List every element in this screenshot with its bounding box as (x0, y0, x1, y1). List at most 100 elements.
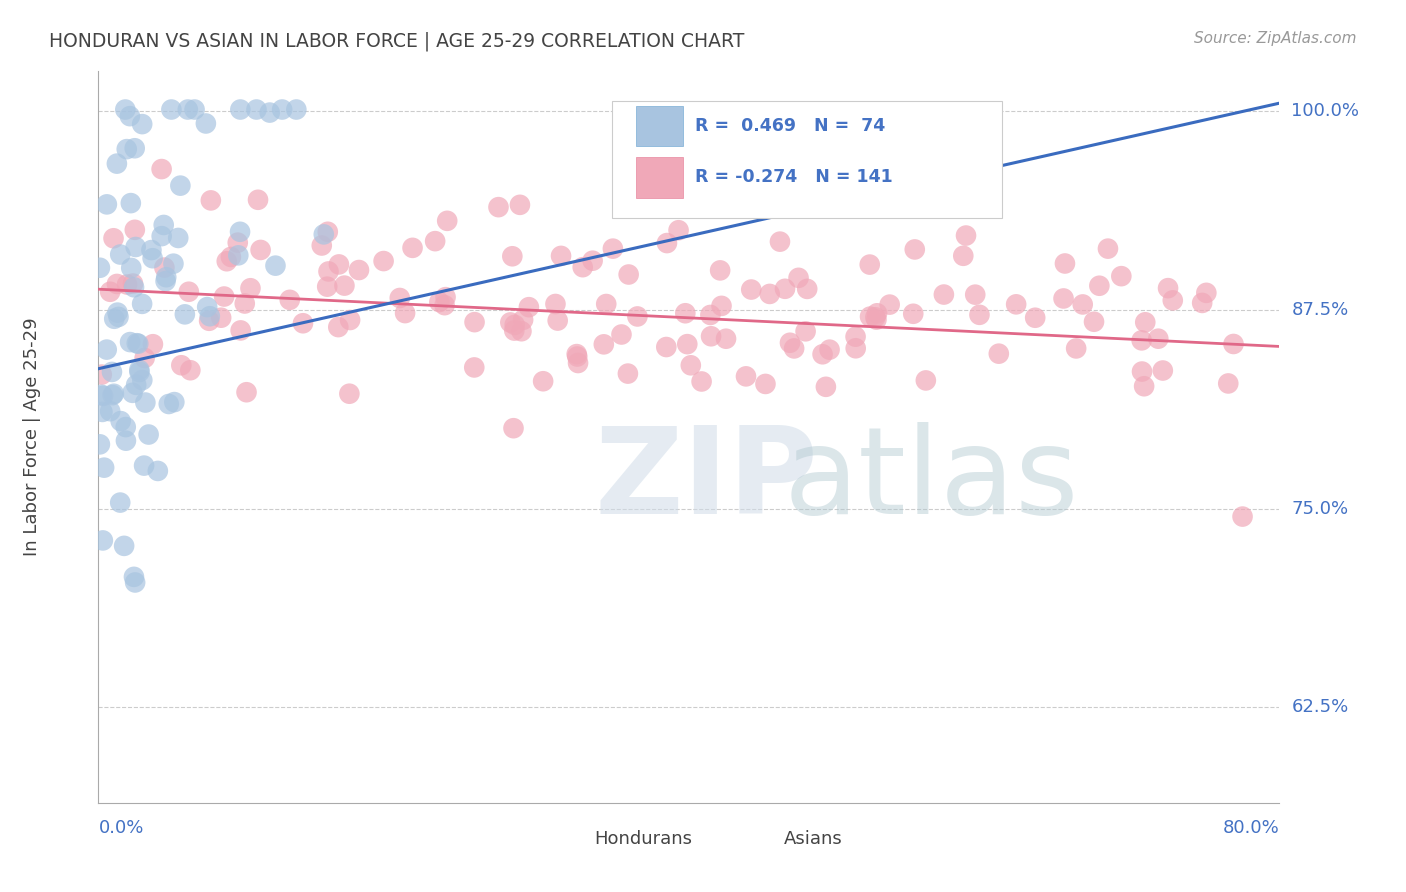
Point (818, 343, 841, 357)
Point (595, 297, 617, 311)
Point (673, 306, 696, 320)
Point (1053, 256, 1076, 270)
Point (1191, 296, 1213, 310)
Text: 0.0%: 0.0% (98, 819, 143, 837)
Point (488, 200, 510, 214)
Point (198, 310, 221, 324)
Point (146, 464, 169, 478)
Point (1097, 242, 1119, 256)
Point (503, 318, 526, 332)
Text: 75.0%: 75.0% (1291, 500, 1348, 517)
Point (388, 291, 411, 305)
Point (582, 253, 605, 268)
Point (503, 324, 526, 338)
Point (169, 178, 191, 193)
Point (787, 270, 810, 285)
Point (655, 340, 678, 354)
Point (1161, 293, 1184, 308)
Point (903, 307, 925, 321)
Point (291, 316, 314, 330)
Point (142, 251, 165, 265)
FancyBboxPatch shape (612, 101, 1002, 218)
Point (1157, 281, 1180, 295)
Point (110, 414, 132, 428)
Point (226, 235, 249, 250)
Point (122, 570, 145, 584)
Point (904, 243, 927, 257)
Point (142, 337, 165, 351)
Bar (553, 827, 586, 850)
Point (754, 376, 776, 391)
Point (499, 315, 522, 329)
Text: 100.0%: 100.0% (1291, 102, 1360, 120)
Point (328, 320, 350, 334)
Text: Asians: Asians (783, 830, 842, 847)
Point (215, 254, 238, 268)
Point (676, 337, 699, 351)
Point (512, 313, 534, 327)
Point (859, 310, 882, 324)
Point (567, 356, 589, 370)
Text: In Labor Force | Age 25-29: In Labor Force | Age 25-29 (22, 318, 41, 557)
Point (138, 427, 160, 442)
Point (122, 277, 145, 291)
Point (150, 162, 173, 177)
Point (328, 257, 350, 271)
Point (1083, 315, 1105, 329)
Point (859, 258, 882, 272)
Point (118, 109, 141, 123)
Point (163, 395, 186, 409)
Point (550, 249, 572, 263)
Point (124, 240, 146, 254)
Text: atlas: atlas (783, 423, 1078, 540)
Point (177, 285, 200, 299)
Point (212, 289, 235, 303)
Point (373, 254, 395, 268)
Point (509, 198, 531, 212)
Point (131, 117, 153, 131)
Point (200, 194, 222, 208)
Point (709, 263, 731, 277)
Point (845, 329, 868, 343)
Text: HONDURAN VS ASIAN IN LABOR FORCE | AGE 25-29 CORRELATION CHART: HONDURAN VS ASIAN IN LABOR FORCE | AGE 2… (49, 31, 745, 51)
Point (103, 231, 125, 245)
Point (1135, 315, 1157, 329)
Point (91, 533, 114, 548)
Point (209, 310, 232, 325)
Point (173, 307, 195, 321)
Point (183, 103, 205, 117)
Point (1071, 297, 1094, 311)
Point (195, 300, 218, 314)
Point (571, 260, 593, 275)
Text: 80.0%: 80.0% (1223, 819, 1279, 837)
Point (773, 282, 796, 296)
Bar (636, 157, 683, 197)
Point (699, 308, 721, 322)
Point (866, 306, 889, 320)
Point (245, 103, 267, 117)
Point (501, 249, 523, 263)
Point (96, 343, 118, 357)
Point (115, 277, 138, 292)
Point (127, 336, 149, 351)
Point (110, 495, 132, 509)
Point (1024, 310, 1046, 325)
Point (167, 231, 190, 245)
Point (115, 142, 138, 156)
Point (735, 369, 758, 384)
Point (796, 282, 818, 296)
Point (337, 386, 360, 401)
Point (987, 346, 1010, 360)
Text: ZIP: ZIP (595, 423, 818, 540)
Point (247, 193, 270, 207)
Point (318, 264, 340, 278)
Point (602, 242, 624, 256)
Point (1133, 379, 1156, 393)
Point (655, 236, 678, 251)
Point (170, 358, 193, 372)
Point (811, 347, 834, 361)
Point (531, 374, 554, 388)
Point (249, 243, 271, 257)
Point (769, 235, 792, 249)
Text: Hondurans: Hondurans (595, 830, 693, 847)
